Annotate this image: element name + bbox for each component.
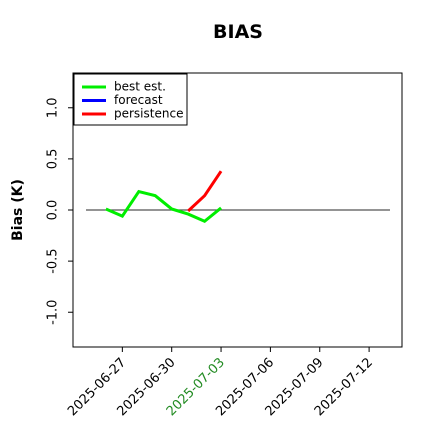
- y-tick-label: 1.0: [46, 97, 61, 118]
- chart-title: BIAS: [213, 21, 263, 43]
- y-tick-label: 0.0: [46, 200, 61, 221]
- legend-label: best est.: [114, 80, 166, 94]
- y-tick-label: -0.5: [46, 248, 61, 273]
- y-axis-label: Bias (K): [10, 179, 26, 241]
- y-tick-label: -1.0: [46, 300, 61, 325]
- y-tick-label: 0.5: [46, 149, 61, 170]
- series-line: [105, 189, 222, 223]
- legend-label: forecast: [114, 93, 163, 107]
- legend-label: persistence: [114, 107, 183, 121]
- series-line: [187, 170, 223, 213]
